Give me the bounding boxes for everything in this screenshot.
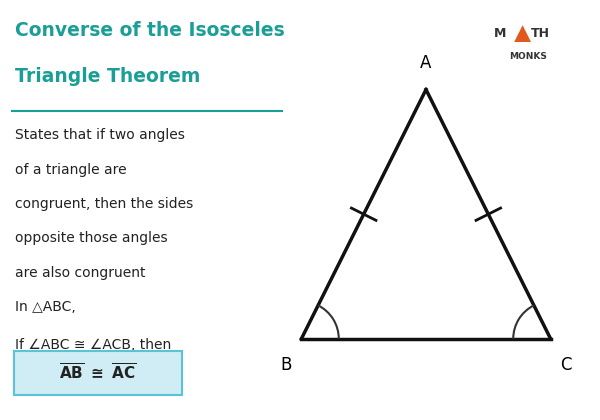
Text: B: B <box>281 356 292 374</box>
Text: A: A <box>421 54 431 72</box>
Text: If ∠ABC ≅ ∠ACB, then: If ∠ABC ≅ ∠ACB, then <box>15 338 171 352</box>
Text: of a triangle are: of a triangle are <box>15 163 127 176</box>
Text: Triangle Theorem: Triangle Theorem <box>15 67 200 86</box>
Text: TH: TH <box>530 27 550 40</box>
Text: opposite those angles: opposite those angles <box>15 231 167 245</box>
Text: C: C <box>560 356 571 374</box>
Text: $\overline{\mathbf{AB}}$ $\mathbf{\cong}$ $\overline{\mathbf{AC}}$: $\overline{\mathbf{AB}}$ $\mathbf{\cong}… <box>59 363 136 383</box>
Text: In △ABC,: In △ABC, <box>15 300 76 314</box>
Text: congruent, then the sides: congruent, then the sides <box>15 197 193 211</box>
Text: are also congruent: are also congruent <box>15 266 146 280</box>
Text: M: M <box>494 27 506 40</box>
Text: States that if two angles: States that if two angles <box>15 128 185 142</box>
Text: MONKS: MONKS <box>509 52 547 61</box>
Polygon shape <box>514 25 531 42</box>
FancyBboxPatch shape <box>14 351 182 395</box>
Text: Converse of the Isosceles: Converse of the Isosceles <box>15 21 285 40</box>
